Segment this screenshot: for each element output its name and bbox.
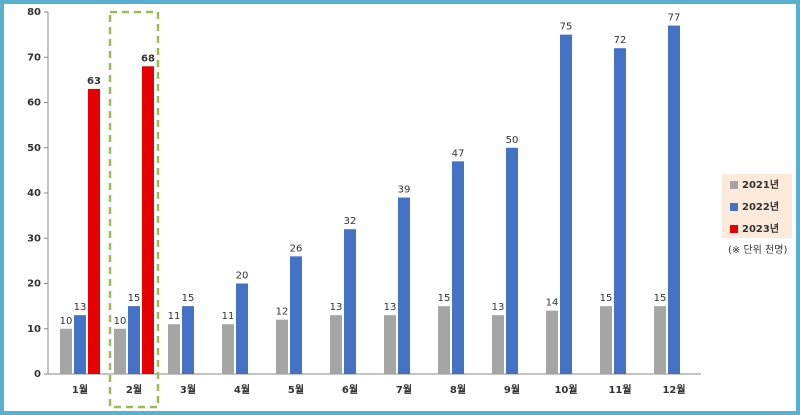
x-tick-label: 2월 xyxy=(126,384,142,396)
data-label: 26 xyxy=(290,243,303,254)
data-label: 13 xyxy=(384,302,397,313)
bar xyxy=(344,229,356,374)
bar xyxy=(128,306,140,374)
data-label: 15 xyxy=(654,293,667,304)
x-tick-label: 9월 xyxy=(504,384,520,396)
data-label: 32 xyxy=(344,216,357,227)
bar xyxy=(654,306,666,374)
data-label: 63 xyxy=(87,76,101,87)
data-label: 15 xyxy=(182,293,195,304)
legend-swatch xyxy=(730,203,738,211)
bar xyxy=(114,328,126,374)
legend-label: 2023년 xyxy=(742,222,779,235)
y-tick-label: 70 xyxy=(27,52,41,63)
bar xyxy=(88,88,100,375)
data-label: 72 xyxy=(614,35,627,46)
x-tick-label: 7월 xyxy=(396,384,412,396)
data-label: 14 xyxy=(546,298,559,309)
data-label: 20 xyxy=(236,271,249,282)
y-tick-label: 80 xyxy=(27,7,41,18)
data-label: 11 xyxy=(168,311,181,322)
bar xyxy=(614,48,626,374)
bar xyxy=(222,324,234,374)
bar xyxy=(398,197,410,374)
bar xyxy=(438,306,450,374)
data-label: 13 xyxy=(74,302,87,313)
data-label: 10 xyxy=(60,316,73,327)
y-tick-label: 20 xyxy=(27,279,41,290)
bar xyxy=(560,34,572,374)
bar xyxy=(290,256,302,374)
data-label: 50 xyxy=(506,135,519,146)
x-tick-label: 10월 xyxy=(554,384,577,396)
bar xyxy=(600,306,612,374)
data-label: 10 xyxy=(114,316,127,327)
x-tick-label: 11월 xyxy=(608,384,631,396)
highlight-box xyxy=(108,10,160,409)
legend-label: 2021년 xyxy=(742,178,779,191)
data-label: 75 xyxy=(560,22,573,33)
bar xyxy=(546,310,558,374)
data-label: 15 xyxy=(128,293,141,304)
legend-swatch xyxy=(730,181,738,189)
x-tick-label: 3월 xyxy=(180,384,196,396)
bar xyxy=(74,315,86,374)
x-tick-label: 4월 xyxy=(234,384,250,396)
bar xyxy=(182,306,194,374)
data-label: 47 xyxy=(452,148,465,159)
bar xyxy=(452,161,464,374)
y-tick-label: 40 xyxy=(27,188,41,199)
legend-label: 2022년 xyxy=(742,200,779,213)
bar xyxy=(668,25,680,374)
bar xyxy=(330,315,342,374)
y-tick-label: 30 xyxy=(27,233,41,244)
x-tick-label: 1월 xyxy=(72,384,88,396)
data-label: 15 xyxy=(438,293,451,304)
data-label: 68 xyxy=(141,53,155,64)
data-label: 12 xyxy=(276,307,289,318)
x-tick-label: 6월 xyxy=(342,384,358,396)
data-label: 77 xyxy=(668,13,681,24)
data-label: 15 xyxy=(600,293,613,304)
data-label: 13 xyxy=(492,302,505,313)
bar xyxy=(60,328,72,374)
y-tick-label: 60 xyxy=(27,98,41,109)
x-tick-label: 5월 xyxy=(288,384,304,396)
bar xyxy=(168,324,180,374)
x-tick-label: 8월 xyxy=(450,384,466,396)
bar xyxy=(142,66,154,375)
y-tick-label: 10 xyxy=(27,324,41,335)
data-label: 11 xyxy=(222,311,235,322)
unit-note: (※ 단위 천명) xyxy=(728,243,787,256)
bar xyxy=(236,283,248,374)
data-label: 13 xyxy=(330,302,343,313)
bar xyxy=(506,147,518,374)
bar xyxy=(384,315,396,374)
y-tick-label: 50 xyxy=(27,143,41,154)
x-tick-label: 12월 xyxy=(662,384,685,396)
bar xyxy=(276,319,288,374)
y-tick-label: 0 xyxy=(34,369,41,380)
bar xyxy=(492,315,504,374)
legend-swatch xyxy=(730,225,738,233)
data-label: 39 xyxy=(398,185,411,196)
